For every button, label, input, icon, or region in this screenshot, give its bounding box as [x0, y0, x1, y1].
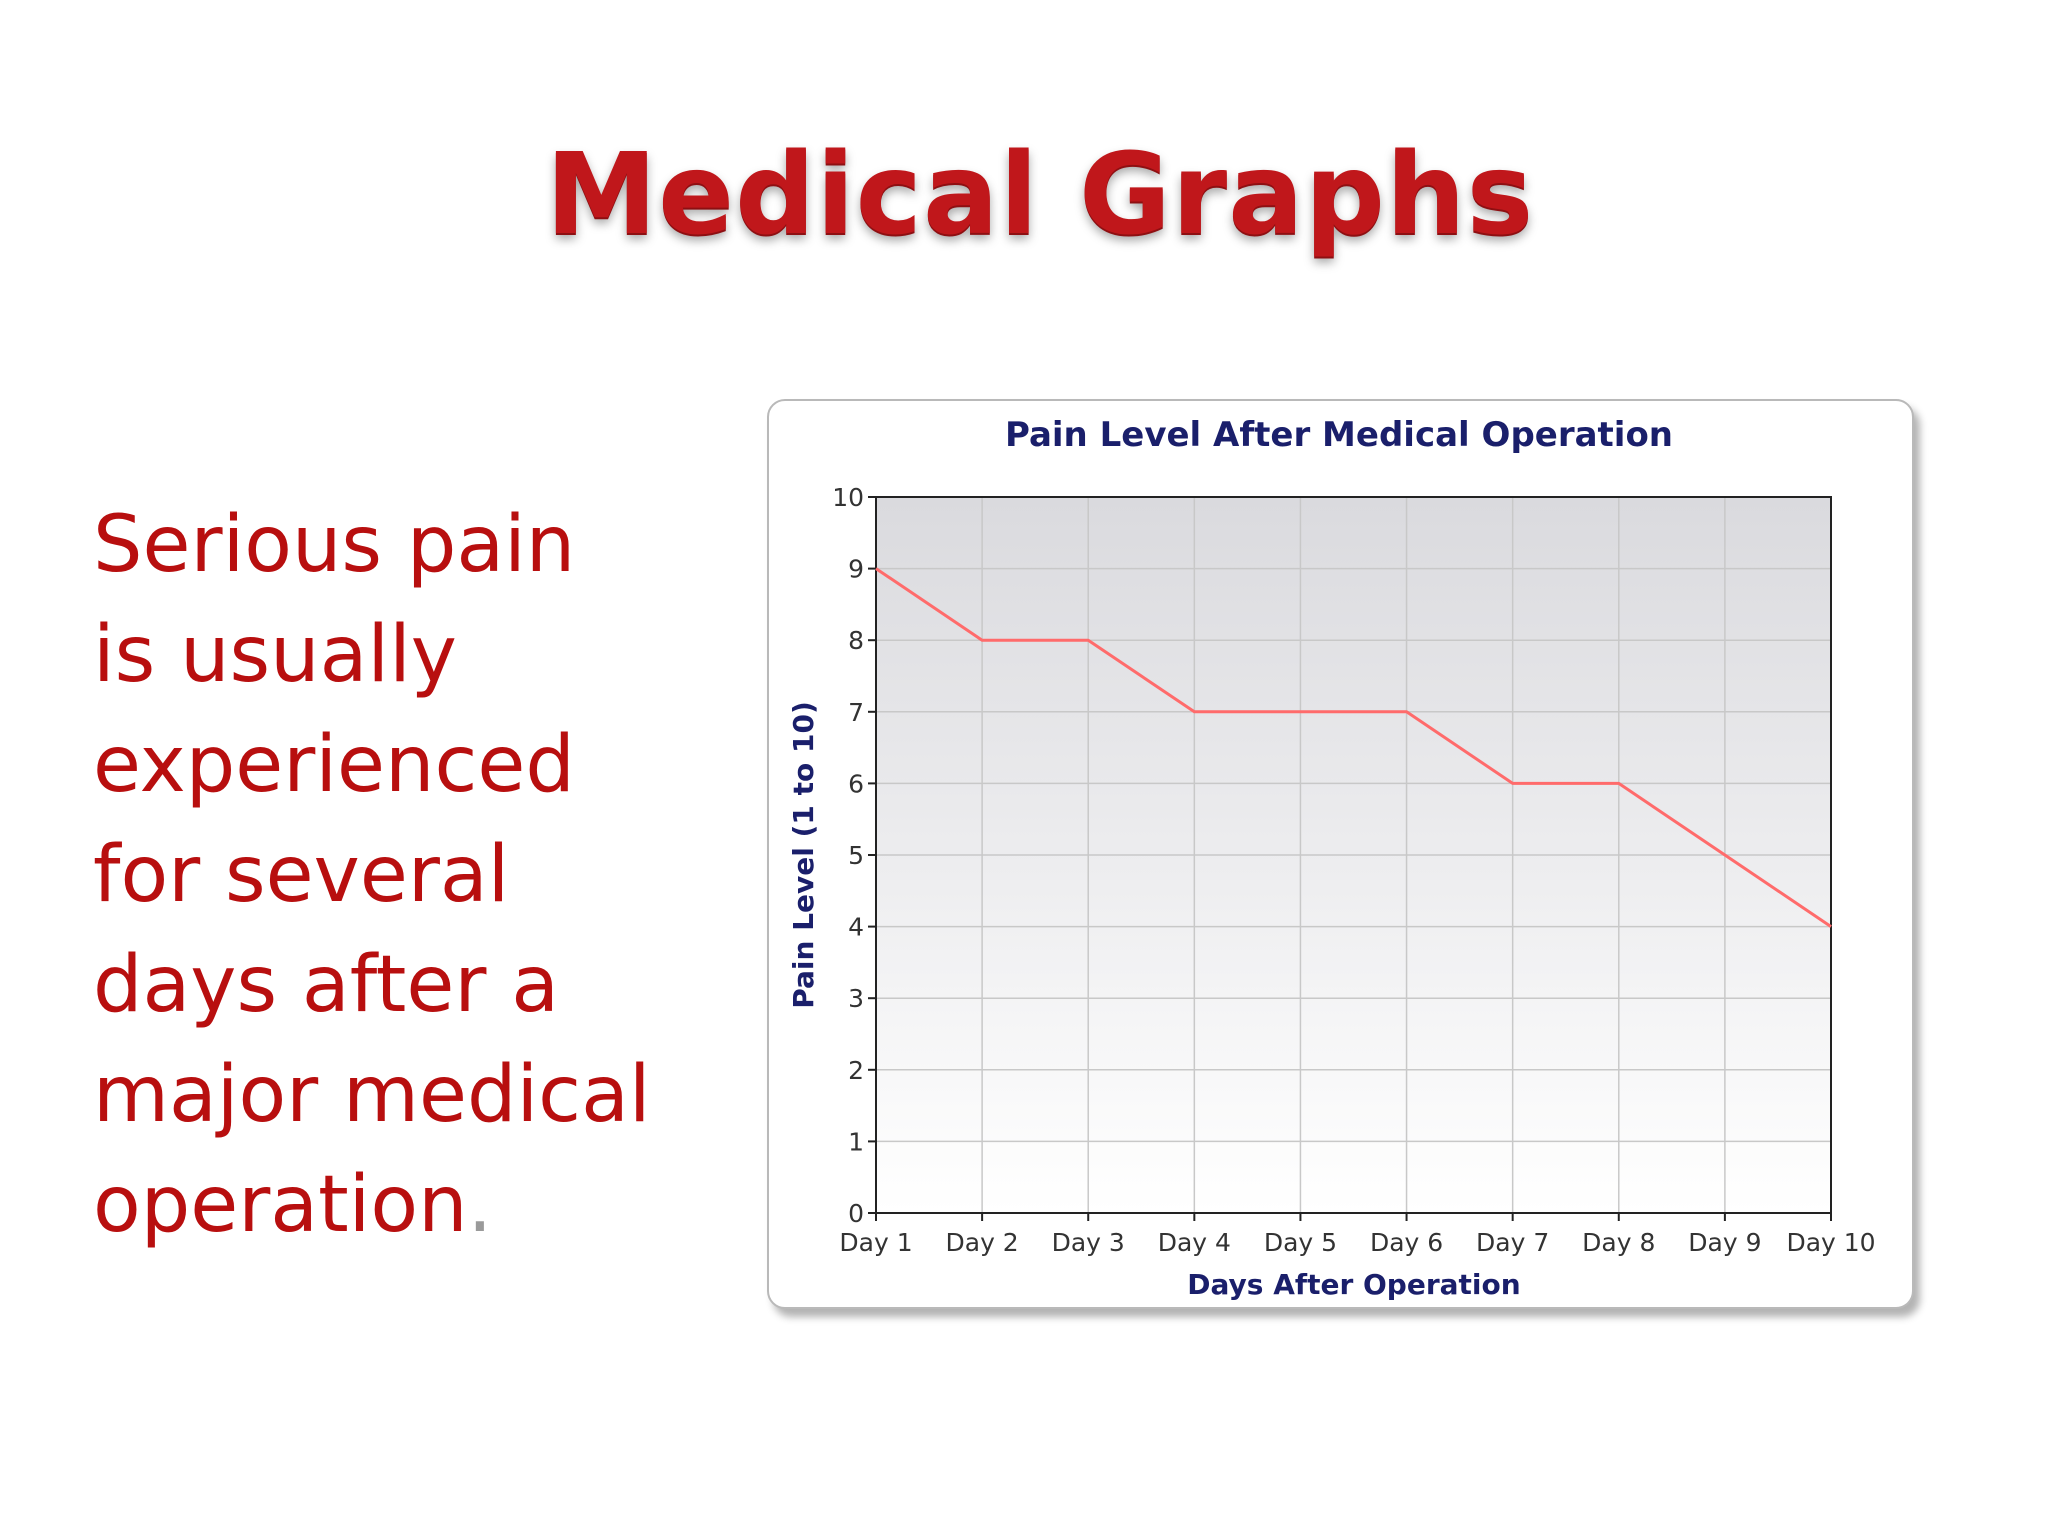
body-line: is usually	[93, 610, 457, 700]
y-tick-label: 0	[848, 1199, 864, 1228]
x-tick-label: Day 7	[1476, 1228, 1549, 1257]
y-tick-label: 2	[848, 1056, 864, 1085]
line-chart: Pain Level After Medical Operation 0 1 2 3 4…	[787, 415, 1876, 1301]
chart-card: Pain Level After Medical Operation 0 1 2 3 4…	[767, 399, 1914, 1309]
y-tick-label: 4	[848, 913, 864, 942]
axis-ticks: 0 1 2 3 4 5 6 7 8 9 10 Day 1 Day 2 Day 3 Day 4 Day 5 Day…	[832, 483, 1875, 1257]
x-tick-label: Day 5	[1264, 1228, 1337, 1257]
body-text: Serious pain is usually experienced for …	[93, 490, 693, 1260]
y-tick-label: 7	[848, 698, 864, 727]
body-line: major medical	[93, 1050, 651, 1140]
y-tick-label: 6	[848, 769, 864, 798]
y-tick-label: 8	[848, 626, 864, 655]
x-axis-label: Days After Operation	[1187, 1268, 1520, 1301]
y-tick-label: 10	[832, 483, 864, 512]
slide-title: Medical Graphs	[545, 130, 1535, 260]
body-line-text: operation	[93, 1160, 468, 1250]
x-tick-label: Day 6	[1370, 1228, 1443, 1257]
y-tick-label: 5	[848, 841, 864, 870]
body-period: .	[467, 1160, 493, 1250]
x-tick-label: Day 2	[946, 1228, 1019, 1257]
y-tick-label: 1	[848, 1127, 864, 1156]
x-tick-label: Day 9	[1688, 1228, 1761, 1257]
x-tick-label: Day 1	[839, 1228, 912, 1257]
x-tick-label: Day 10	[1786, 1228, 1875, 1257]
chart-title: Pain Level After Medical Operation	[1005, 415, 1673, 455]
series-line	[875, 567, 1832, 928]
y-tick-label: 3	[848, 984, 864, 1013]
body-line: Serious pain	[93, 500, 576, 590]
x-tick-label: Day 4	[1158, 1228, 1231, 1257]
body-line: experienced	[93, 720, 575, 810]
y-axis-label: Pain Level (1 to 10)	[787, 701, 820, 1009]
x-tick-label: Day 8	[1582, 1228, 1655, 1257]
body-line: for several	[93, 830, 510, 920]
body-line-last: operation.	[93, 1150, 693, 1260]
body-line: days after a	[93, 940, 560, 1030]
y-tick-label: 9	[848, 555, 864, 584]
series-layer	[875, 567, 1832, 928]
x-tick-label: Day 3	[1052, 1228, 1125, 1257]
